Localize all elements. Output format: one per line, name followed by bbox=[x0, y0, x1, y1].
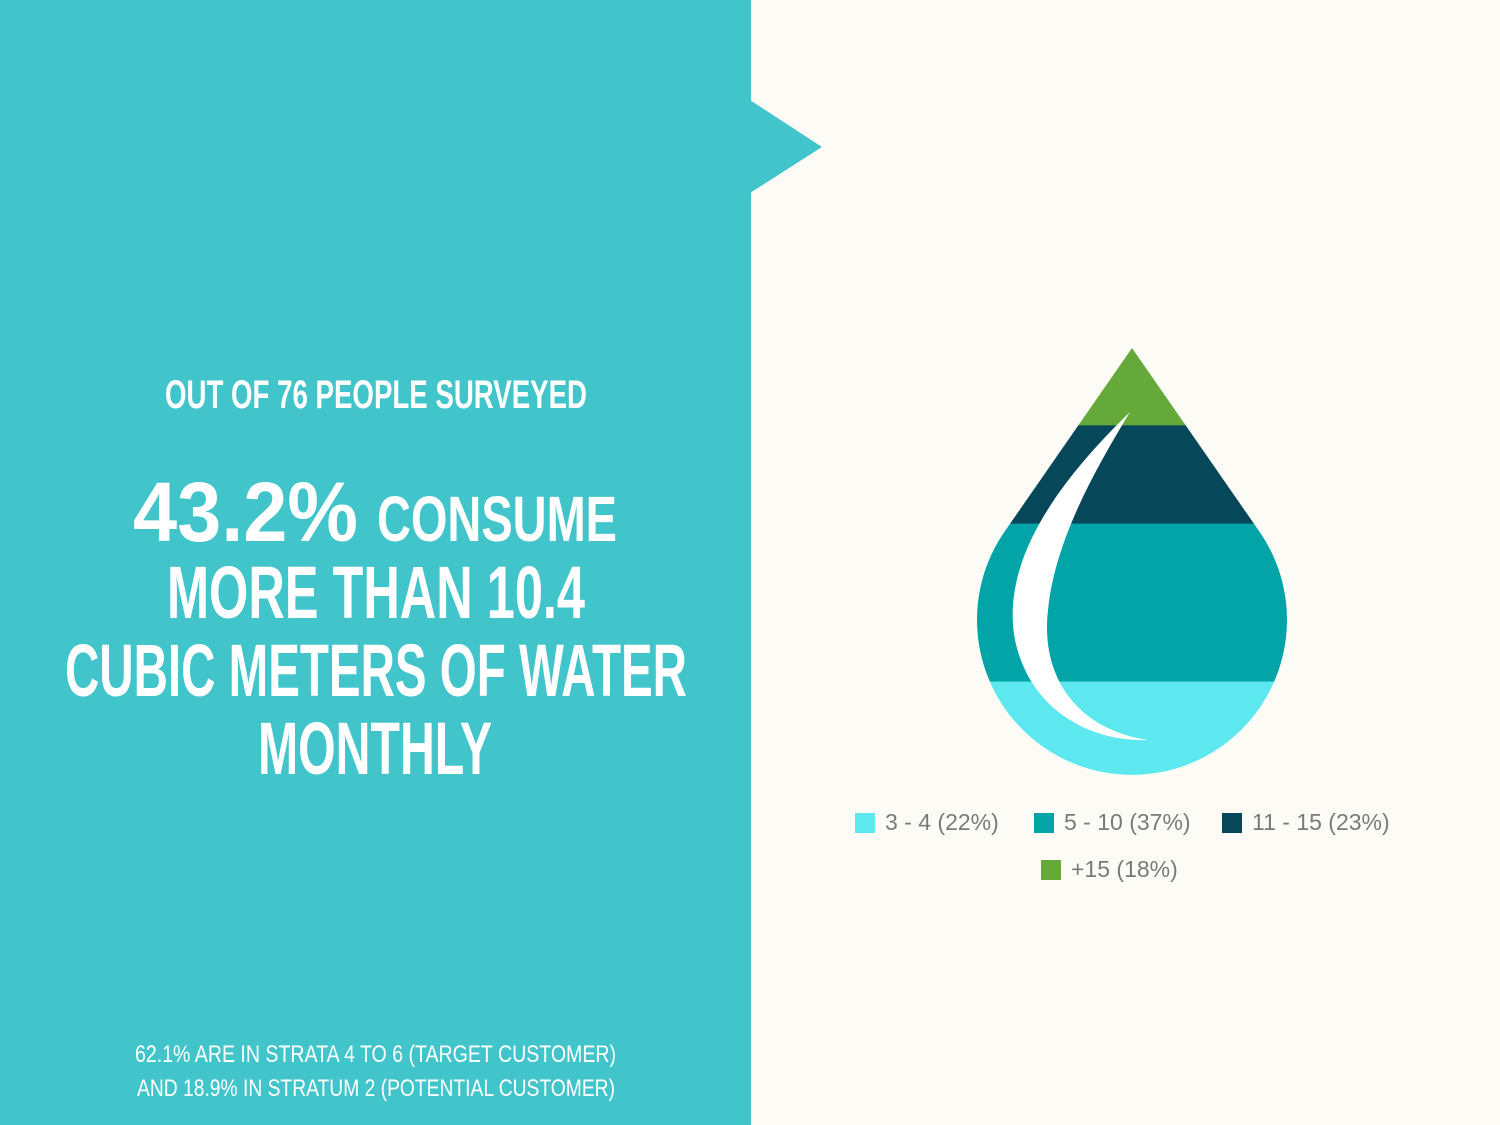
drop-highlight bbox=[1012, 412, 1148, 741]
headline-line: MORE THAN 10.4 bbox=[167, 551, 585, 634]
panel-arrow bbox=[750, 100, 822, 193]
headline-line: CUBIC METERS OF WATER bbox=[65, 629, 687, 712]
legend-label: +15 (18%) bbox=[1071, 856, 1178, 882]
legend-label: 11 - 15 (23%) bbox=[1252, 809, 1390, 835]
footnote: AND 18.9% IN STRATUM 2 (POTENTIAL CUSTOM… bbox=[137, 1075, 615, 1102]
headline-highlight: 43.2% bbox=[133, 465, 358, 559]
heading: OUT OF 76 PEOPLE SURVEYED bbox=[165, 373, 587, 417]
legend-swatch bbox=[1222, 813, 1242, 833]
legend-swatch bbox=[1034, 813, 1054, 833]
left-panel bbox=[0, 0, 751, 1125]
legend-label: 3 - 4 (22%) bbox=[885, 809, 999, 835]
footnote: 62.1% ARE IN STRATA 4 TO 6 (TARGET CUSTO… bbox=[135, 1041, 616, 1068]
legend: 3 - 4 (22%) 5 - 10 (37%) 11 - 15 (23%) +15 … bbox=[855, 809, 1390, 882]
legend-swatch bbox=[1041, 860, 1061, 880]
legend-label: 5 - 10 (37%) bbox=[1064, 809, 1191, 835]
legend-swatch bbox=[855, 813, 875, 833]
headline-line: MONTHLY bbox=[258, 707, 492, 790]
headline-line: CONSUME bbox=[377, 483, 617, 555]
